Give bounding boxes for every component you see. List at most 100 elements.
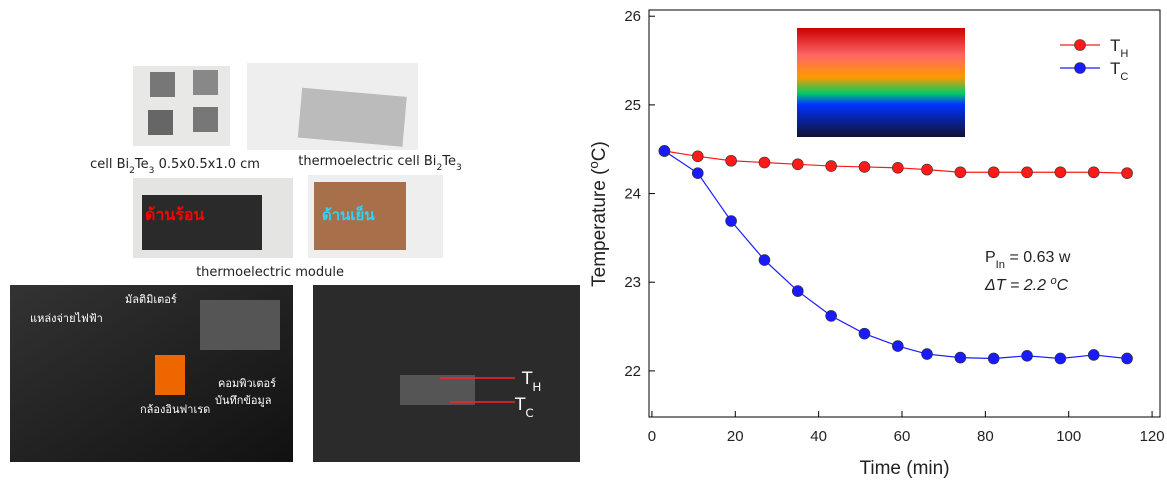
photo-setup <box>313 285 580 462</box>
point <box>691 167 704 179</box>
text-part: thermoelectric cell Bi <box>298 154 436 169</box>
x-axis-label: Time (min) <box>859 458 949 479</box>
point <box>1087 166 1100 179</box>
text-part: Te <box>134 157 149 172</box>
point <box>1021 350 1033 362</box>
legend-marker <box>1074 62 1086 74</box>
x-tick-label: 0 <box>648 428 656 445</box>
legend-name: T <box>1110 59 1120 78</box>
text-part: T <box>514 395 526 415</box>
x-tick-label: 80 <box>977 428 994 445</box>
plate <box>314 182 406 250</box>
axes: 0 20 40 60 80 100 120 22 23 24 25 26 <box>624 8 1164 445</box>
camera <box>155 355 185 395</box>
point <box>892 162 904 174</box>
point <box>758 156 771 169</box>
y-tick-label: 22 <box>624 363 641 380</box>
point <box>725 154 737 167</box>
text-part: P <box>985 249 996 266</box>
point <box>691 150 704 163</box>
module <box>400 375 475 405</box>
cube <box>150 72 175 97</box>
y-tick-label: 23 <box>624 274 641 291</box>
point <box>658 145 671 157</box>
point <box>954 166 967 179</box>
label: บันทึกข้อมูล <box>215 394 272 407</box>
point <box>1121 352 1133 365</box>
rich-text: cell Bi2Te3 0.5x0.5x1.0 cm <box>90 157 260 176</box>
rich-text: thermoelectric cell Bi2Te3 <box>298 154 462 173</box>
x-tick-label: 40 <box>810 428 827 445</box>
text-part: C <box>1057 277 1069 294</box>
text-part: = 0.63 w <box>1005 249 1071 266</box>
rich-text: PIn = 0.63 w <box>985 249 1071 271</box>
y-tick-label: 26 <box>624 8 641 25</box>
point <box>954 351 967 364</box>
ir-image <box>797 28 965 137</box>
point <box>892 340 904 352</box>
point <box>825 160 837 172</box>
point <box>791 285 804 297</box>
point <box>987 352 1000 365</box>
point <box>1021 166 1033 179</box>
x-tick-label: 60 <box>894 428 911 445</box>
cube <box>193 107 218 132</box>
text-part: 0.5x0.5x1.0 cm <box>154 157 260 172</box>
point <box>1054 352 1067 365</box>
legend-subscript: C <box>1120 71 1128 83</box>
text-part: Te <box>441 154 456 169</box>
x-tick-label: 120 <box>1140 428 1165 445</box>
text-part: 3 <box>149 166 155 176</box>
text-part: o <box>586 161 601 168</box>
x-tick-label: 100 <box>1056 428 1081 445</box>
point <box>987 166 1000 179</box>
text-part: 2 <box>436 163 442 173</box>
photos: ด้านร้อน ด้านเย็น แหล่งจ่ายไฟฟ้า มัลติมิ… <box>10 28 965 462</box>
label: กล้องอินฟาเรด <box>140 403 210 416</box>
point <box>825 310 837 322</box>
point <box>858 161 871 173</box>
rich-text: TH <box>521 369 541 394</box>
point <box>921 163 933 176</box>
text-part: cell Bi <box>90 157 129 172</box>
label: แหล่งจ่ายไฟฟ้า <box>30 312 103 325</box>
rich-text: TC <box>514 395 534 420</box>
text-part: 3 <box>456 163 462 173</box>
label: มัลติมิเตอร์ <box>125 293 177 306</box>
point <box>791 158 804 171</box>
text-part: H <box>532 380 541 394</box>
point <box>921 348 933 360</box>
rich-text: thermoelectric module <box>196 265 344 280</box>
point <box>1121 167 1133 179</box>
label: ด้านร้อน <box>145 205 205 224</box>
point <box>858 327 871 340</box>
text-part: ΔT = 2.2 <box>984 277 1050 294</box>
cube <box>148 110 173 135</box>
legend-name: T <box>1110 36 1120 55</box>
legend-label: TC <box>1110 59 1128 83</box>
text-part: In <box>996 259 1005 271</box>
point <box>758 254 771 266</box>
point <box>725 215 737 227</box>
text-part: Temperature ( <box>589 168 610 287</box>
label: ด้านเย็น <box>322 205 375 224</box>
x-tick-label: 20 <box>727 428 744 445</box>
plot-frame <box>648 9 1161 418</box>
cube <box>193 70 218 95</box>
plate <box>142 195 262 250</box>
text-part: thermoelectric module <box>196 265 344 280</box>
rich-text: ΔT = 2.2 oC <box>984 275 1069 294</box>
point <box>1054 166 1067 179</box>
point <box>1087 349 1100 361</box>
text-part: o <box>1050 275 1056 287</box>
laptop <box>200 300 280 350</box>
text-part: 2 <box>129 166 135 176</box>
text-part: C <box>525 406 533 420</box>
legend-label: TH <box>1110 36 1128 60</box>
text-part: C) <box>589 141 610 161</box>
legend-marker <box>1074 39 1086 51</box>
y-tick-label: 25 <box>624 97 641 114</box>
y-tick-label: 24 <box>624 186 641 203</box>
plate <box>297 87 407 147</box>
